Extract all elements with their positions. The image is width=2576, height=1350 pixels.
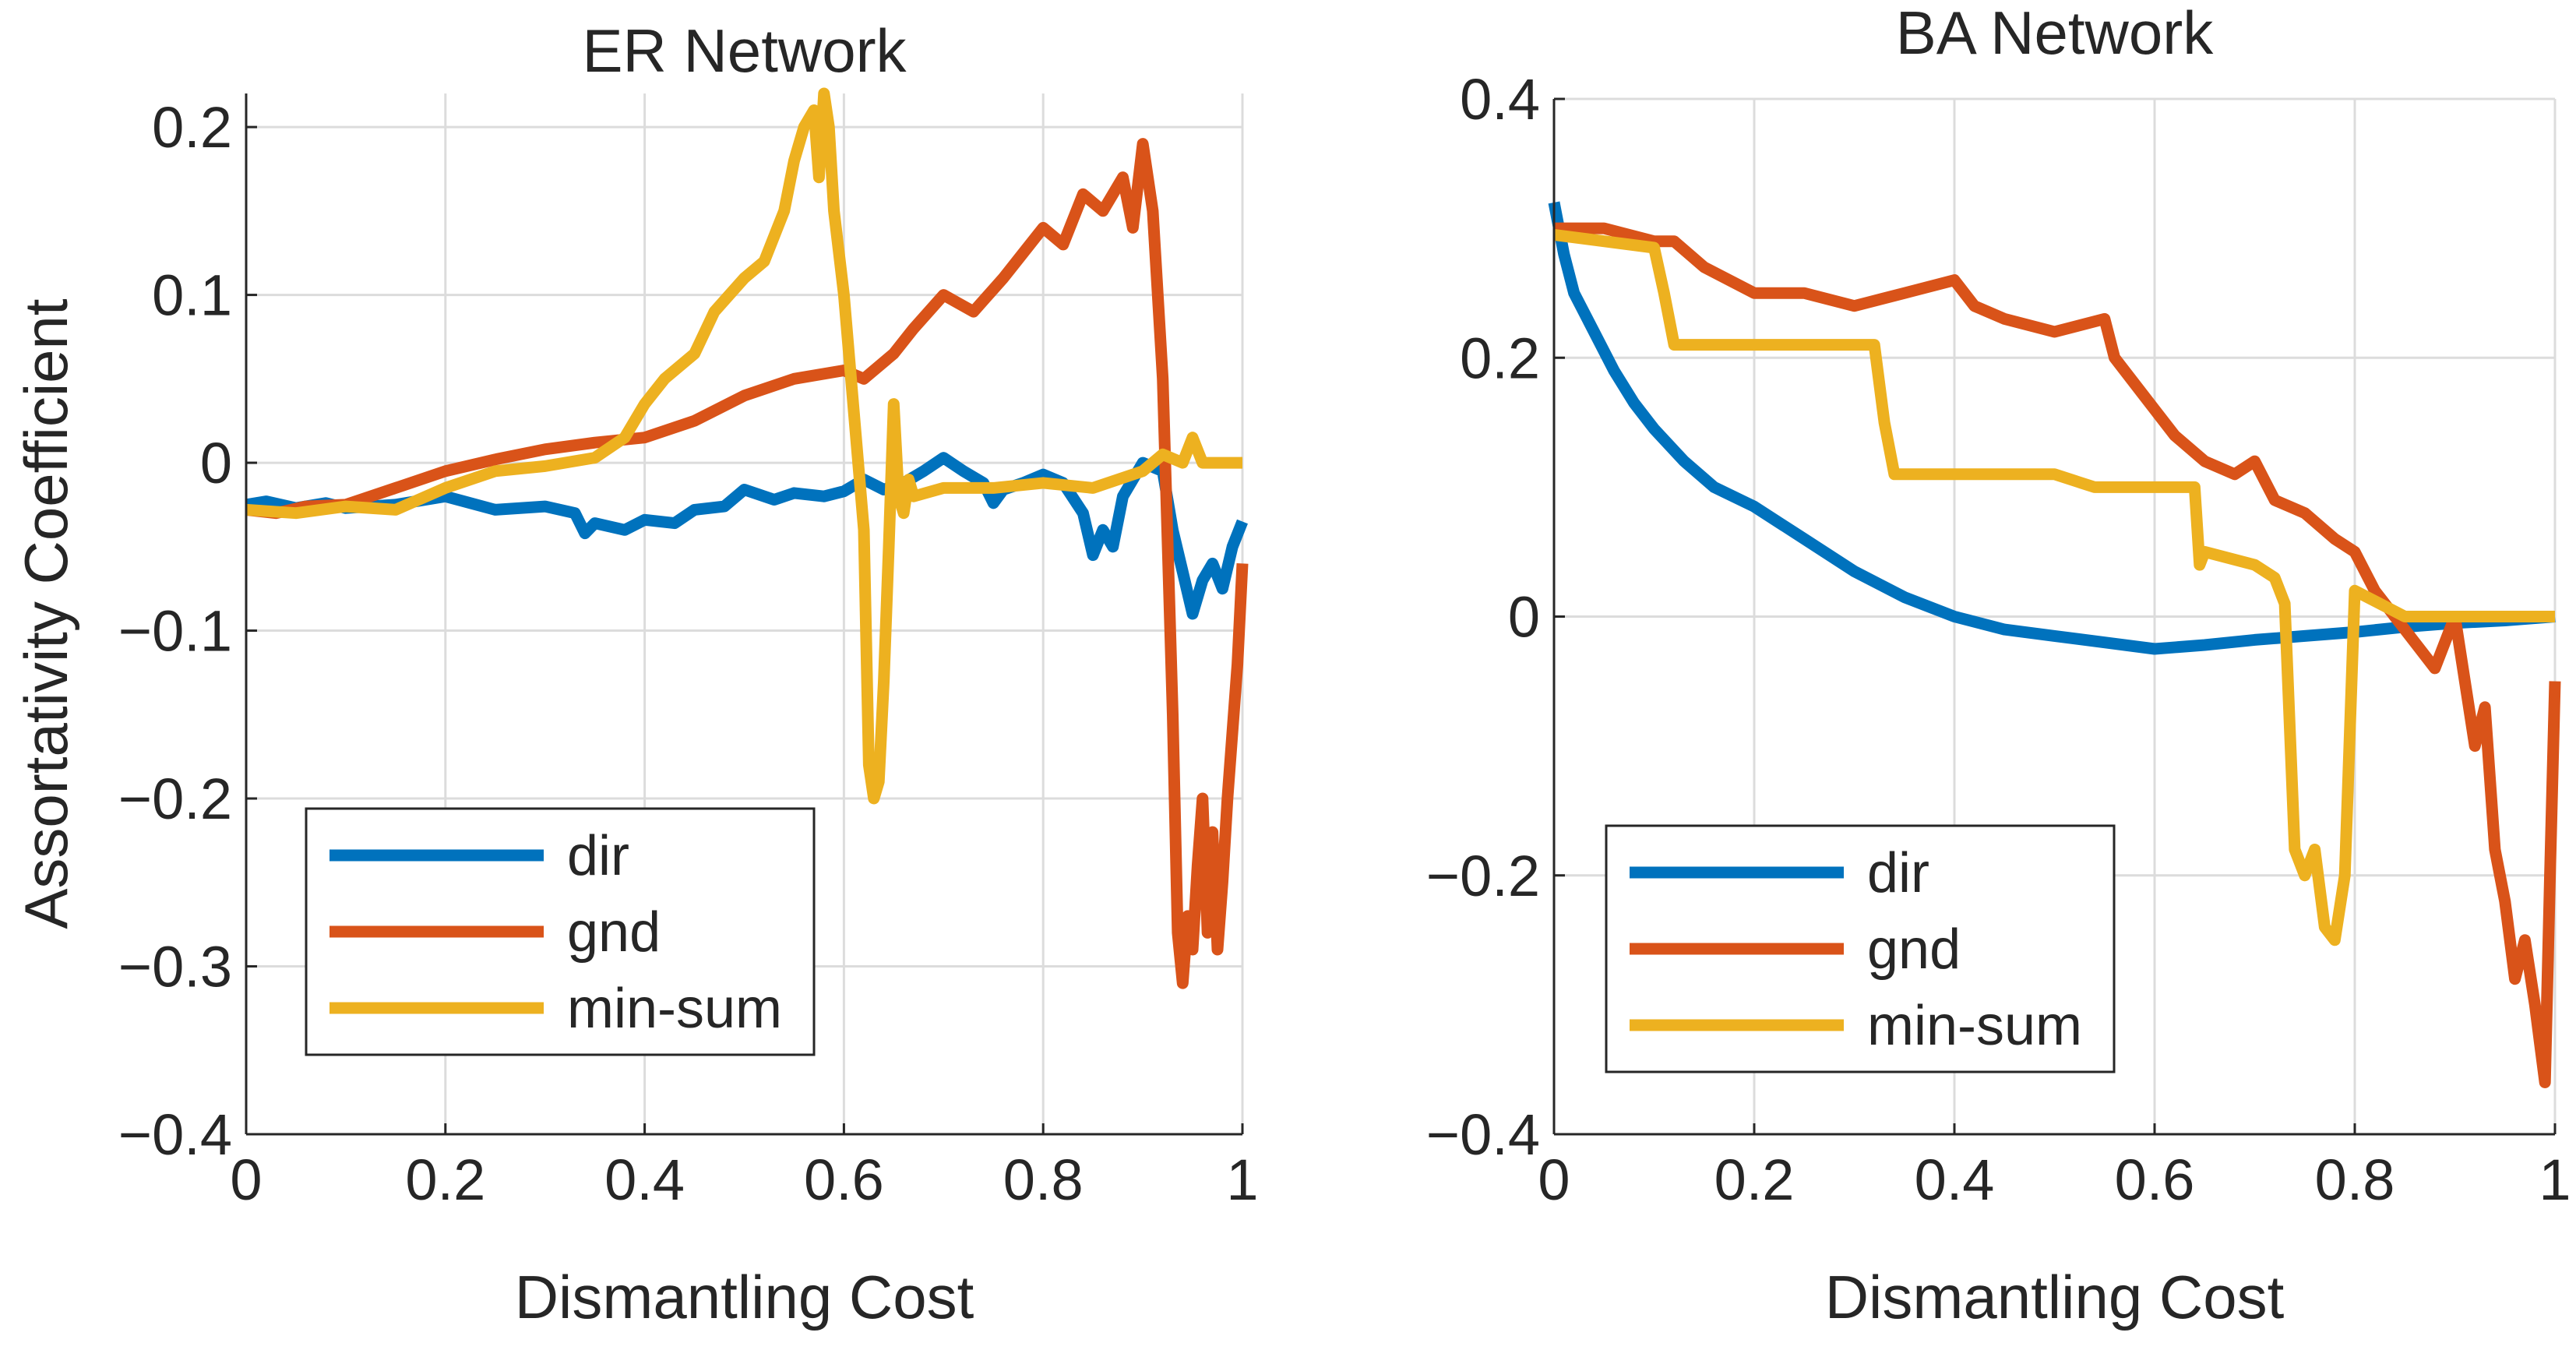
ba-axes: 0 0.2 0.4 0.6 0.8 1 −0.4 −0.2 0 0.2 0.4: [1426, 67, 2571, 1212]
ba-legend-label-dir: dir: [1867, 842, 1929, 904]
ba-series: [1548, 201, 2561, 1088]
er-xtick-label-3: 0.6: [804, 1147, 884, 1212]
er-axes: 0 0.2 0.4 0.6 0.8 1 −0.4 −0.3 −0.2 −0.1 0 0.1 0.2: [118, 93, 1259, 1212]
er-ytick-label-6: 0.2: [152, 95, 232, 160]
er-series-gnd: [245, 138, 1249, 989]
ba-series-gnd: [1554, 222, 2561, 1088]
er-xtick-label-5: 1: [1226, 1147, 1258, 1212]
ba-xlabel: Dismantling Cost: [1825, 1263, 2285, 1331]
ba-xtick-label-2: 0.4: [1915, 1147, 1995, 1212]
ba-xtick-label-1: 0.2: [1714, 1147, 1795, 1212]
ba-legend-label-gnd: gnd: [1867, 918, 1961, 981]
er-xtick-label-0: 0: [230, 1147, 262, 1212]
er-xlabel: Dismantling Cost: [515, 1263, 974, 1331]
ba-xtick-label-3: 0.6: [2115, 1147, 2195, 1212]
er-xtick-label-4: 0.8: [1003, 1147, 1084, 1212]
er-network-panel: 0 0.2 0.4 0.6 0.8 1 −0.4 −0.3 −0.2 −0.1 0 0.1 0.2 ER…: [12, 16, 1259, 1331]
ba-title: BA Network: [1896, 0, 2214, 67]
er-series: [245, 87, 1249, 989]
ba-ytick-label-2: 0: [1508, 585, 1540, 650]
ba-ytick-label-0: −0.4: [1426, 1102, 1540, 1167]
er-ytick-label-0: −0.4: [118, 1102, 232, 1167]
er-title: ER Network: [582, 16, 907, 85]
er-legend-label-gnd: gnd: [567, 901, 661, 964]
ba-ytick-label-3: 0.2: [1460, 326, 1540, 390]
er-ytick-label-3: −0.1: [118, 599, 232, 664]
ba-ytick-label-1: −0.2: [1426, 844, 1540, 908]
er-ytick-label-1: −0.3: [118, 935, 232, 999]
ba-xtick-label-5: 1: [2539, 1147, 2571, 1212]
er-ylabel: Assortativity Coefficient: [12, 298, 80, 929]
ba-xtick-label-0: 0: [1538, 1147, 1570, 1212]
er-series-dir: [245, 452, 1248, 620]
er-xtick-label-1: 0.2: [405, 1147, 485, 1212]
er-legend-label-minsum: min-sum: [567, 978, 782, 1040]
er-ytick-label-2: −0.2: [118, 767, 232, 831]
ba-legend-label-minsum: min-sum: [1867, 995, 2082, 1057]
er-series-minsum: [245, 87, 1242, 805]
ba-series-minsum: [1553, 228, 2555, 946]
er-ytick-label-4: 0: [200, 431, 232, 495]
ba-network-panel: 0 0.2 0.4 0.6 0.8 1 −0.4 −0.2 0 0.2 0.4 BA Network…: [1426, 0, 2571, 1331]
er-xtick-label-2: 0.4: [604, 1147, 685, 1212]
er-legend-label-dir: dir: [567, 825, 629, 887]
ba-legend: dir gnd min-sum: [1605, 824, 2116, 1073]
er-legend: dir gnd min-sum: [305, 807, 816, 1056]
ba-series-dir: [1548, 201, 2556, 655]
ba-ytick-label-4: 0.4: [1460, 67, 1540, 132]
ba-xtick-label-4: 0.8: [2315, 1147, 2395, 1212]
er-ytick-label-5: 0.1: [152, 263, 232, 328]
